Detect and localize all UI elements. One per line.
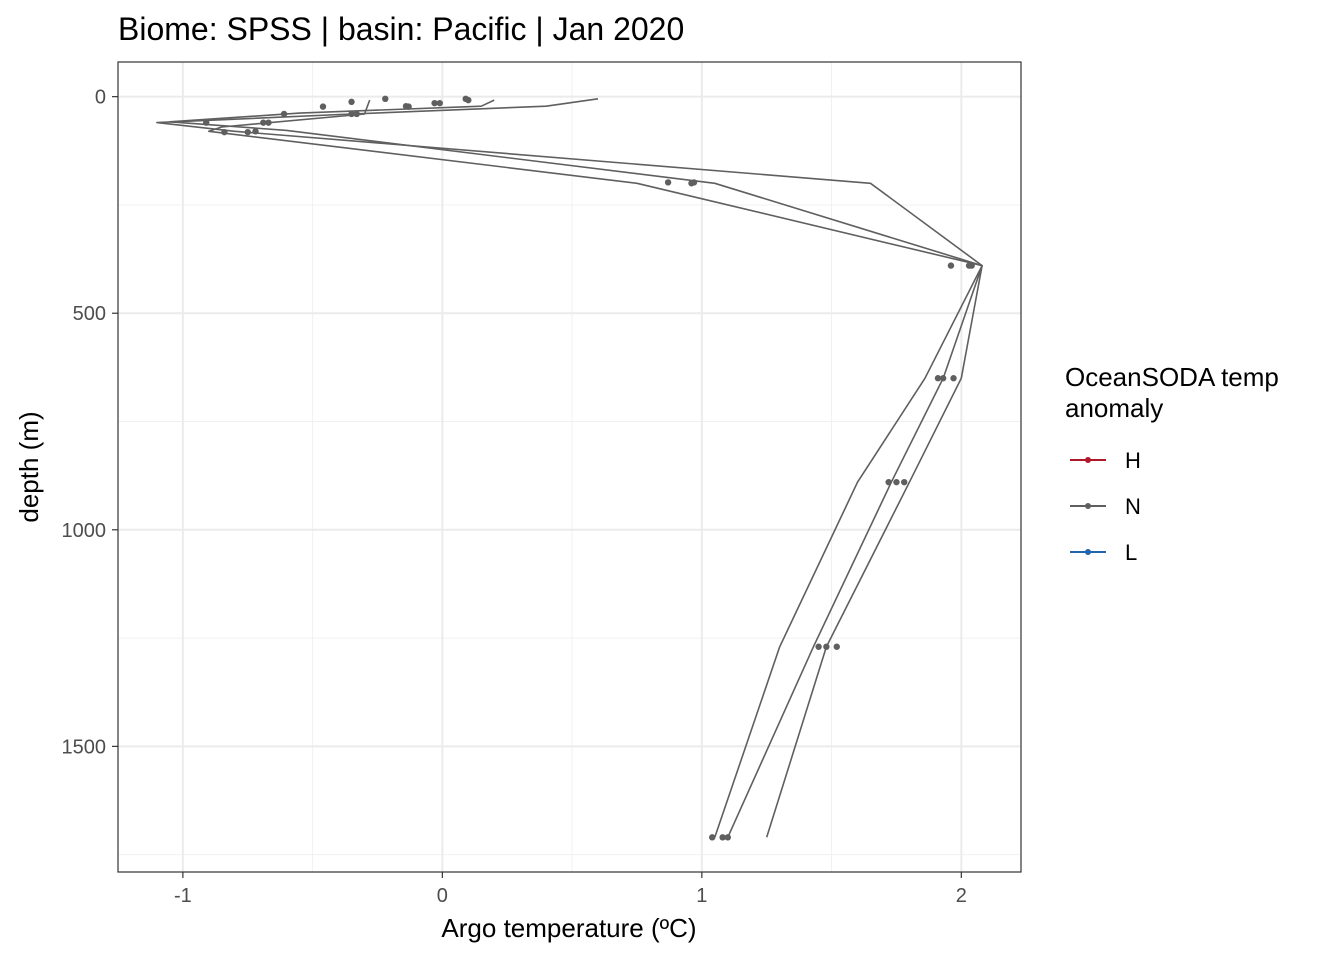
grid-major (118, 62, 1021, 872)
data-point (244, 128, 251, 136)
x-tick-label: -1 (174, 885, 192, 907)
legend-label: H (1125, 448, 1141, 473)
y-tick-label: 1500 (62, 736, 107, 758)
data-point (833, 643, 840, 650)
data-point (823, 643, 830, 650)
data-point (260, 119, 267, 126)
data-point (664, 179, 672, 186)
data-point (885, 478, 892, 486)
series-line-n-2 (169, 99, 983, 838)
data-point (950, 375, 957, 382)
data-point (221, 128, 228, 136)
data-point (688, 180, 695, 187)
x-tick-label: 2 (956, 885, 967, 907)
series-points (203, 95, 975, 841)
plot-border (117, 61, 1022, 873)
legend-label: N (1125, 494, 1141, 519)
data-point (462, 95, 469, 103)
data-point (939, 375, 947, 382)
x-axis-title: Argo temperature (ºC) (441, 913, 696, 943)
series-line-n-1 (156, 98, 983, 838)
data-point (348, 110, 355, 118)
data-point (280, 110, 288, 118)
data-point (436, 99, 443, 107)
y-tick-label: 500 (73, 303, 106, 325)
chart-title: Biome: SPSS | basin: Pacific | Jan 2020 (118, 11, 684, 47)
legend-items: HNL (1070, 448, 1141, 565)
series-line-n-3 (208, 99, 983, 838)
data-point (348, 98, 355, 106)
data-point (431, 99, 438, 107)
legend: OceanSODA temp anomaly HNL (1065, 362, 1279, 565)
x-axis: -1 0 1 2 (174, 872, 967, 907)
y-axis: 0 500 1000 1500 (62, 87, 118, 758)
legend-key-point (1085, 457, 1091, 463)
data-point (709, 834, 716, 841)
y-axis-title: depth (m) (14, 411, 44, 522)
legend-item-n: N (1070, 494, 1141, 519)
x-tick-label: 0 (437, 885, 448, 907)
legend-label: L (1125, 540, 1137, 565)
y-tick-label: 0 (95, 87, 106, 109)
legend-key-point (1085, 549, 1091, 555)
legend-item-l: L (1070, 540, 1137, 565)
data-point (719, 834, 726, 841)
data-point (724, 834, 731, 841)
legend-title-line-1: OceanSODA temp (1065, 362, 1279, 392)
data-point (252, 128, 259, 135)
legend-title-line-2: anomaly (1065, 393, 1163, 423)
data-point (968, 262, 975, 269)
data-point (203, 119, 210, 126)
plot-background (118, 62, 1021, 872)
data-point (815, 643, 822, 650)
x-tick-label: 1 (696, 885, 707, 907)
legend-item-h: H (1070, 448, 1141, 473)
series-lines (156, 98, 983, 838)
data-point (934, 375, 942, 382)
grid-minor (118, 62, 1021, 872)
data-point (402, 102, 410, 110)
data-point (893, 478, 900, 486)
legend-key-point (1085, 503, 1091, 509)
data-point (382, 95, 389, 103)
data-point (947, 262, 955, 269)
data-point (265, 119, 272, 126)
data-point (319, 103, 327, 110)
data-point (353, 110, 360, 118)
data-point (901, 478, 908, 486)
plot-area (117, 61, 1022, 873)
y-tick-label: 1000 (62, 520, 107, 542)
